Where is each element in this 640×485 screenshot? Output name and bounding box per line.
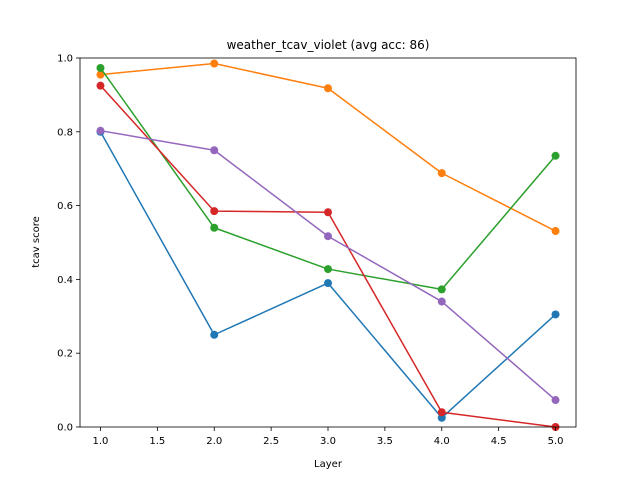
data-point-5-4 — [437, 297, 446, 306]
data-point-1-5 — [551, 310, 560, 319]
data-point-5-2 — [210, 146, 219, 155]
data-point-2-5 — [551, 227, 560, 236]
chart-title: weather_tcav_violet (avg acc: 86) — [227, 38, 430, 52]
data-point-5-1 — [96, 126, 105, 135]
series-line-3 — [99, 67, 557, 291]
x-tick-label-3: 2.0 — [206, 436, 222, 447]
data-point-3-4 — [437, 285, 446, 294]
x-tick-label-8: 4.5 — [491, 436, 507, 447]
x-tick-label-5: 3.0 — [320, 436, 336, 447]
data-point-2-4 — [437, 169, 446, 178]
data-point-3-1 — [96, 63, 105, 72]
data-point-2-2 — [210, 59, 219, 68]
plot-area: 1.0 1.5 2.0 2.5 3.0 3.5 4.0 4.5 5.0 0.0 0.2 0.4 0.6 0… — [57, 54, 577, 447]
y-tick-label-2: 0.2 — [57, 349, 73, 360]
data-point-4-1 — [96, 81, 105, 90]
y-tick-label-6: 1.0 — [57, 54, 73, 65]
x-tick-label-4: 2.5 — [263, 436, 279, 447]
y-tick-label-5: 0.8 — [57, 127, 73, 138]
series-line-1 — [99, 131, 557, 419]
data-point-2-1 — [96, 70, 105, 79]
data-point-4-4 — [437, 408, 446, 417]
x-axis-label: Layer — [314, 459, 343, 470]
data-point-1-4 — [437, 413, 446, 422]
y-tick-label-3: 0.4 — [57, 275, 73, 286]
data-point-3-2 — [210, 223, 219, 232]
data-point-4-3 — [324, 208, 332, 217]
data-point-5-3 — [324, 232, 332, 241]
data-point-3-5 — [551, 151, 560, 160]
x-tick-label-1: 1.0 — [93, 436, 109, 447]
x-tick-label-2: 1.5 — [149, 436, 165, 447]
y-tick-label-1: 0.0 — [57, 423, 73, 434]
data-point-4-2 — [210, 207, 219, 216]
data-point-2-3 — [324, 84, 332, 93]
x-tick-label-6: 3.5 — [377, 436, 393, 447]
axes-frame — [79, 57, 577, 428]
y-tick-label-4: 0.6 — [57, 201, 73, 212]
data-point-1-2 — [210, 330, 219, 339]
data-point-1-3 — [324, 279, 332, 288]
y-axis-label: tcav score — [31, 216, 42, 268]
data-point-3-3 — [324, 265, 332, 274]
x-tick-label-7: 4.0 — [434, 436, 450, 447]
x-tick-label-9: 5.0 — [548, 436, 564, 447]
data-point-5-5 — [551, 396, 560, 405]
